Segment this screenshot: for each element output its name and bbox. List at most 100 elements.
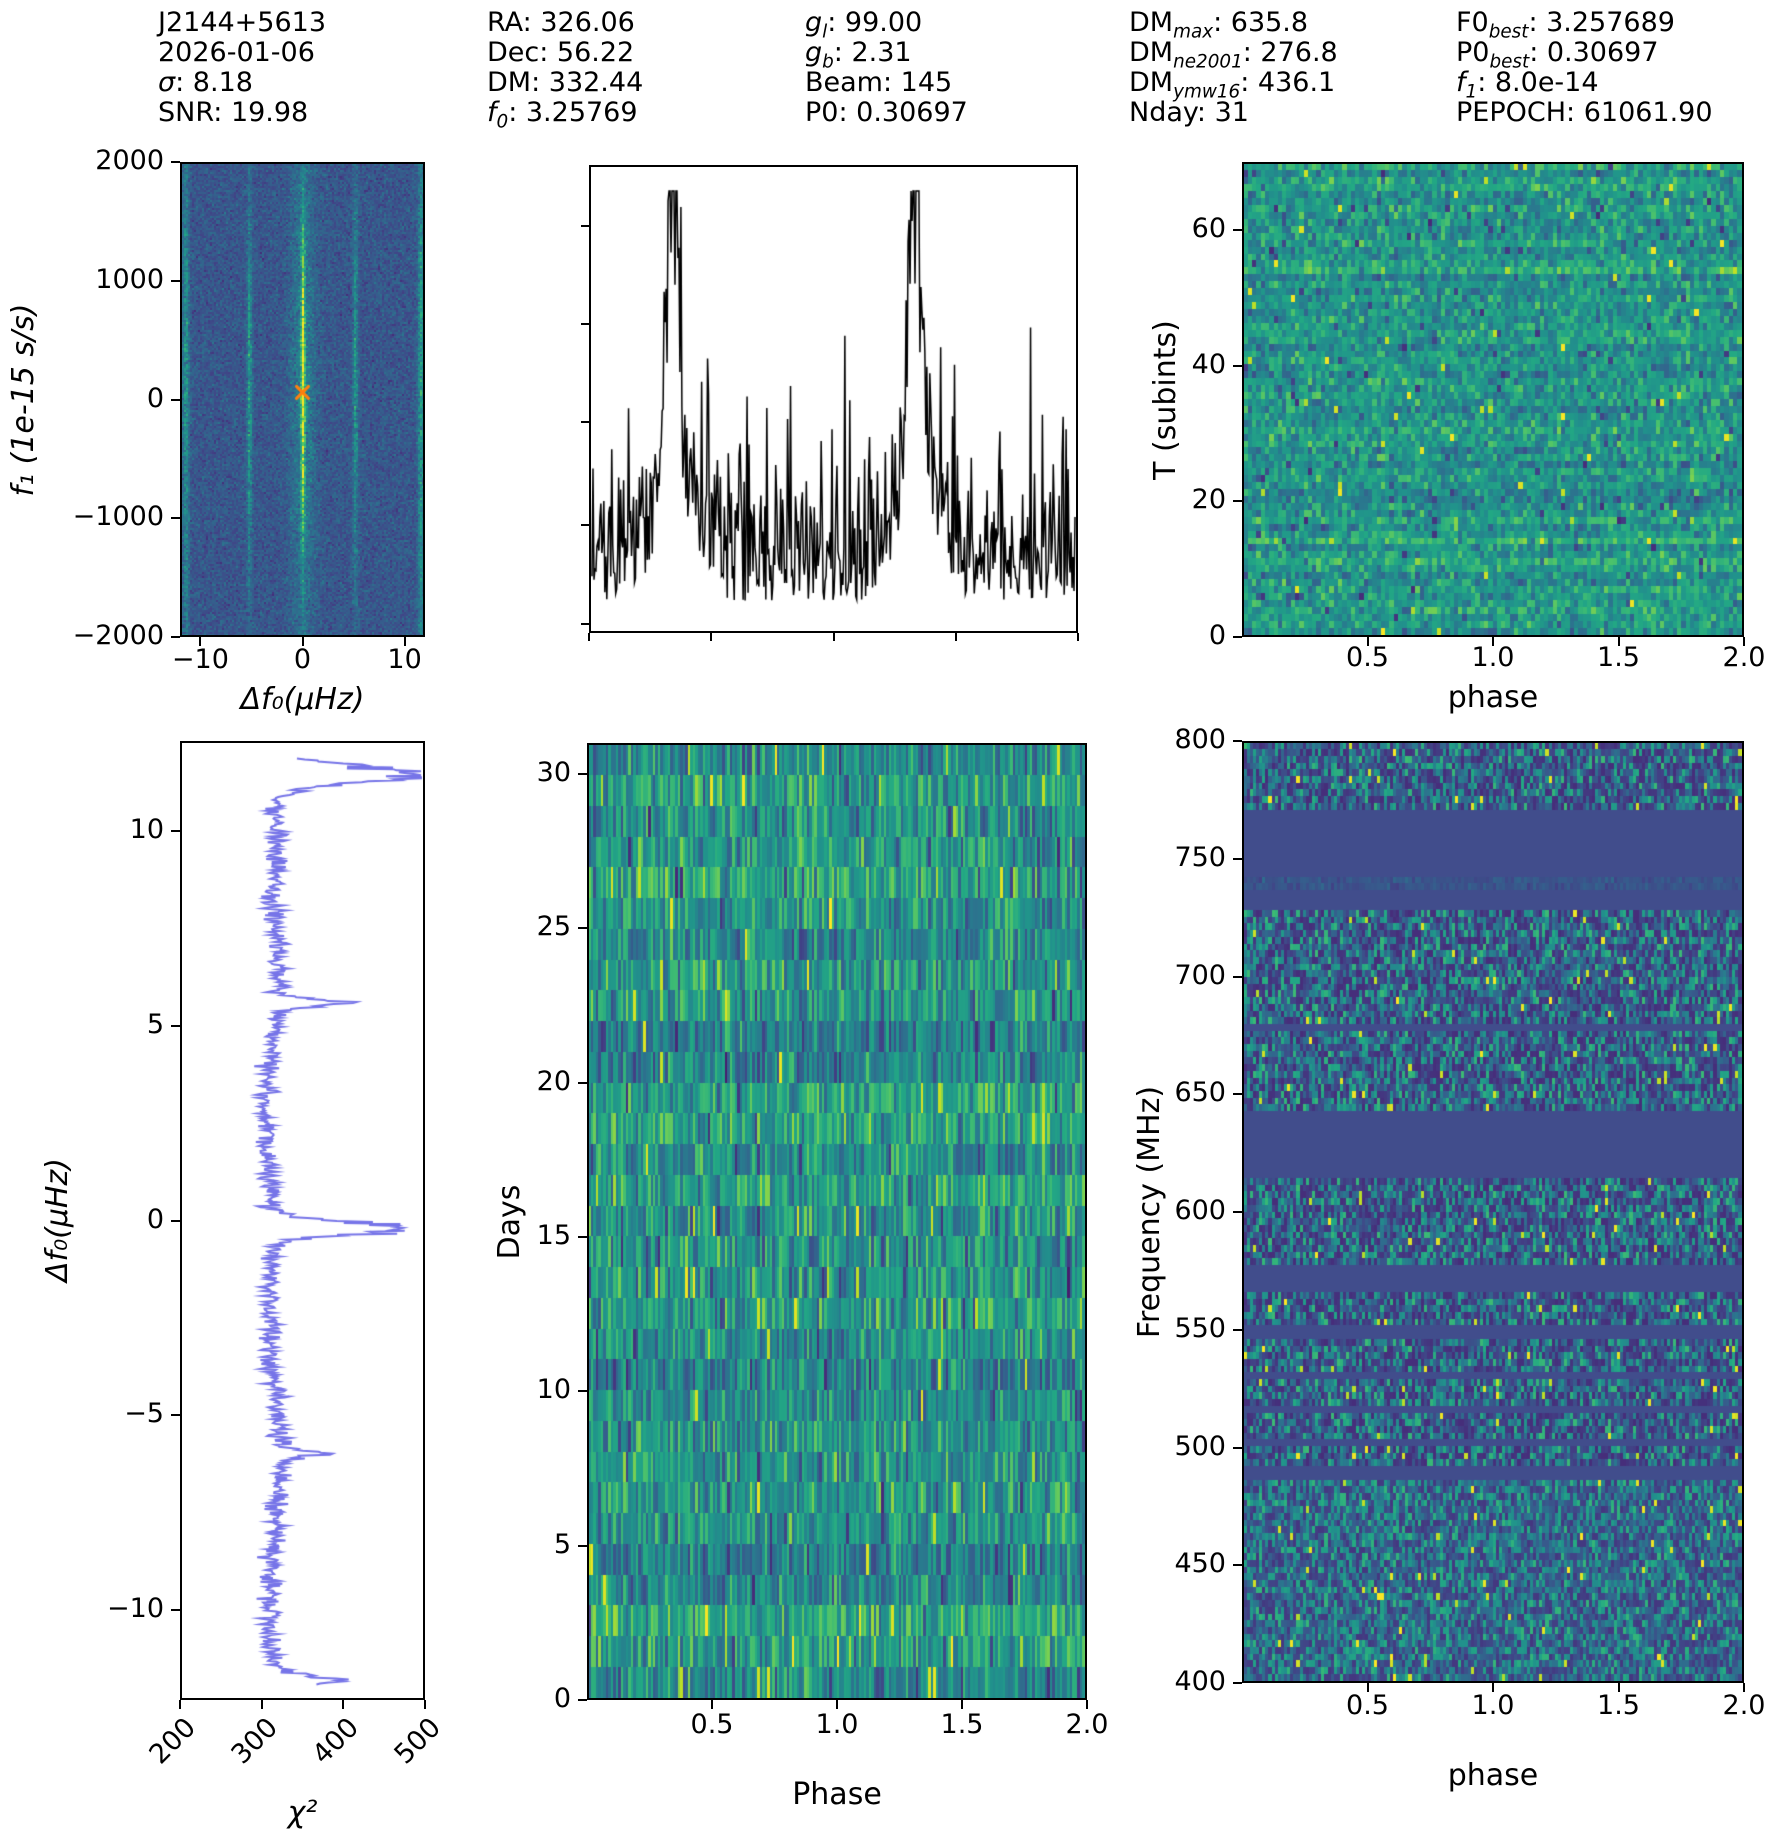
header-field-subscript: best bbox=[1488, 21, 1529, 43]
x-tick-mark bbox=[836, 1700, 838, 1709]
x-tick-label: 0.5 bbox=[1346, 642, 1389, 673]
header-line: Nday: 31 bbox=[1129, 98, 1338, 128]
days-heatmap-canvas bbox=[589, 745, 1085, 1698]
x-tick-mark bbox=[424, 1700, 426, 1709]
header-field-value: : 19.98 bbox=[213, 97, 309, 128]
profile-panel bbox=[589, 165, 1078, 633]
x-tick-label-text: 500 bbox=[388, 1712, 447, 1771]
header-field-value: : 3.25769 bbox=[508, 97, 638, 128]
y-tick-mark bbox=[578, 1699, 587, 1701]
x-tick-mark bbox=[260, 1700, 263, 1709]
x-tick-mark bbox=[1492, 1683, 1494, 1692]
x-axis-label: phase bbox=[1447, 1758, 1539, 1793]
y-tick-label: 20 bbox=[1191, 484, 1226, 516]
x-tick-mark bbox=[301, 637, 304, 646]
header-line: F0best: 3.257689 bbox=[1456, 7, 1713, 43]
header-line: DMmax: 635.8 bbox=[1129, 7, 1338, 43]
header-field-name: σ bbox=[158, 67, 176, 98]
x-tick-label: 1.0 bbox=[815, 1709, 859, 1740]
x-tick-label: 2.0 bbox=[1065, 1709, 1109, 1740]
x-tick-mark bbox=[342, 1700, 345, 1709]
header-field-name: DM bbox=[1129, 37, 1174, 68]
header-column-4: DMmax: 635.8 DMne2001: 276.8 DMymw16: 436.… bbox=[1129, 8, 1338, 128]
header-field-subscript: 1 bbox=[1465, 81, 1478, 103]
header-field-subscript: 0 bbox=[496, 111, 509, 133]
x-tick-label: 1.5 bbox=[1597, 642, 1640, 673]
header-field-name: DM bbox=[1129, 7, 1174, 38]
header-line: DMymw16: 436.1 bbox=[1129, 68, 1338, 103]
x-tick-mark bbox=[1366, 637, 1369, 646]
x-tick-label: 0.5 bbox=[1346, 1690, 1389, 1721]
y-tick-label: 0 bbox=[553, 1683, 571, 1714]
y-tick-label: 2000 bbox=[95, 145, 164, 176]
header-column-1: J2144+5613 2026-01-06 σ: 8.18 SNR: 19.98 bbox=[158, 8, 326, 128]
header-field-value: : 0.30697 bbox=[838, 97, 968, 128]
y-tick-mark bbox=[1233, 1564, 1242, 1567]
header-field-name: SNR bbox=[158, 97, 214, 128]
y-tick-label: −10 bbox=[107, 1593, 164, 1625]
x-tick-mark bbox=[1617, 637, 1620, 646]
y-tick-mark bbox=[1233, 857, 1242, 860]
y-tick-label: 800 bbox=[1174, 724, 1226, 755]
x-tick-mark bbox=[1366, 1683, 1369, 1692]
y-tick-label: 450 bbox=[1174, 1548, 1226, 1580]
y-tick-mark bbox=[578, 1081, 587, 1084]
y-tick-mark bbox=[578, 1390, 587, 1393]
header-field-value: : 3.257689 bbox=[1528, 7, 1675, 38]
header-field-name: P0 bbox=[805, 97, 839, 128]
x-tick-label-text: 300 bbox=[225, 1712, 284, 1771]
freqphase-panel bbox=[1242, 741, 1744, 1683]
y-tick-label: −1000 bbox=[72, 501, 164, 533]
header-field-value: : 31 bbox=[1196, 97, 1249, 128]
header-line: f0: 3.25769 bbox=[487, 97, 643, 133]
y-tick-label: 400 bbox=[1174, 1666, 1226, 1697]
y-tick-mark bbox=[171, 1024, 180, 1027]
x-tick-mark bbox=[1743, 637, 1745, 646]
x-tick-label: 1.0 bbox=[1471, 642, 1515, 673]
header-field-name: 2026-01-06 bbox=[158, 37, 315, 68]
header-field-name: Nday bbox=[1129, 97, 1197, 128]
y-tick-mark bbox=[1233, 1328, 1242, 1331]
x-tick-mark bbox=[1743, 1683, 1745, 1692]
header-field-subscript: max bbox=[1173, 21, 1214, 43]
header-line: gb: 2.31 bbox=[805, 38, 968, 73]
x-tick-label: 1.5 bbox=[940, 1709, 984, 1740]
subints-heatmap-canvas bbox=[1244, 164, 1742, 635]
y-tick-mark bbox=[171, 1414, 180, 1417]
x-tick-label: 2.0 bbox=[1722, 642, 1766, 673]
y-tick-mark bbox=[1233, 228, 1242, 231]
chisq-line-canvas bbox=[182, 743, 423, 1698]
y-tick-label: −2000 bbox=[72, 620, 164, 651]
header-field-name: Beam bbox=[805, 67, 883, 98]
y-tick-label: 5 bbox=[146, 1008, 164, 1040]
y-tick-mark bbox=[1233, 740, 1242, 742]
x-tick-mark bbox=[710, 633, 713, 641]
header-line: f1: 8.0e-14 bbox=[1456, 68, 1713, 103]
y-tick-mark bbox=[578, 1235, 587, 1238]
header-line: σ: 8.18 bbox=[158, 68, 326, 98]
header-field-value: : 332.44 bbox=[531, 67, 644, 98]
y-tick-mark bbox=[171, 636, 180, 638]
header-field-name: PEPOCH bbox=[1456, 97, 1567, 128]
y-tick-mark bbox=[171, 1219, 180, 1222]
header-line: 2026-01-06 bbox=[158, 38, 326, 68]
x-tick-mark bbox=[1617, 1683, 1620, 1692]
y-axis-label: Frequency (MHz) bbox=[1132, 1085, 1167, 1339]
days-panel bbox=[587, 743, 1087, 1700]
y-tick-label: 30 bbox=[536, 756, 571, 788]
header-field-name: F0 bbox=[1456, 7, 1489, 38]
y-tick-mark bbox=[1233, 1446, 1242, 1449]
y-tick-mark bbox=[1233, 500, 1242, 503]
y-tick-label: 0 bbox=[1208, 620, 1226, 651]
header-field-subscript: ne2001 bbox=[1173, 51, 1243, 73]
y-axis-label: Days bbox=[492, 1184, 527, 1260]
y-tick-mark bbox=[578, 772, 587, 775]
y-tick-label: 40 bbox=[1191, 348, 1226, 380]
x-tick-mark bbox=[954, 633, 957, 641]
header-column-5: F0best: 3.257689 P0best: 0.30697 f1: 8.0e-… bbox=[1456, 8, 1713, 128]
y-tick-label: 650 bbox=[1174, 1077, 1226, 1109]
header-field-name: P0 bbox=[1456, 37, 1490, 68]
header-column-2: RA: 326.06 Dec: 56.22 DM: 332.44 f0: 3.2576… bbox=[487, 8, 644, 133]
x-tick-label: 1.0 bbox=[1471, 1690, 1515, 1721]
